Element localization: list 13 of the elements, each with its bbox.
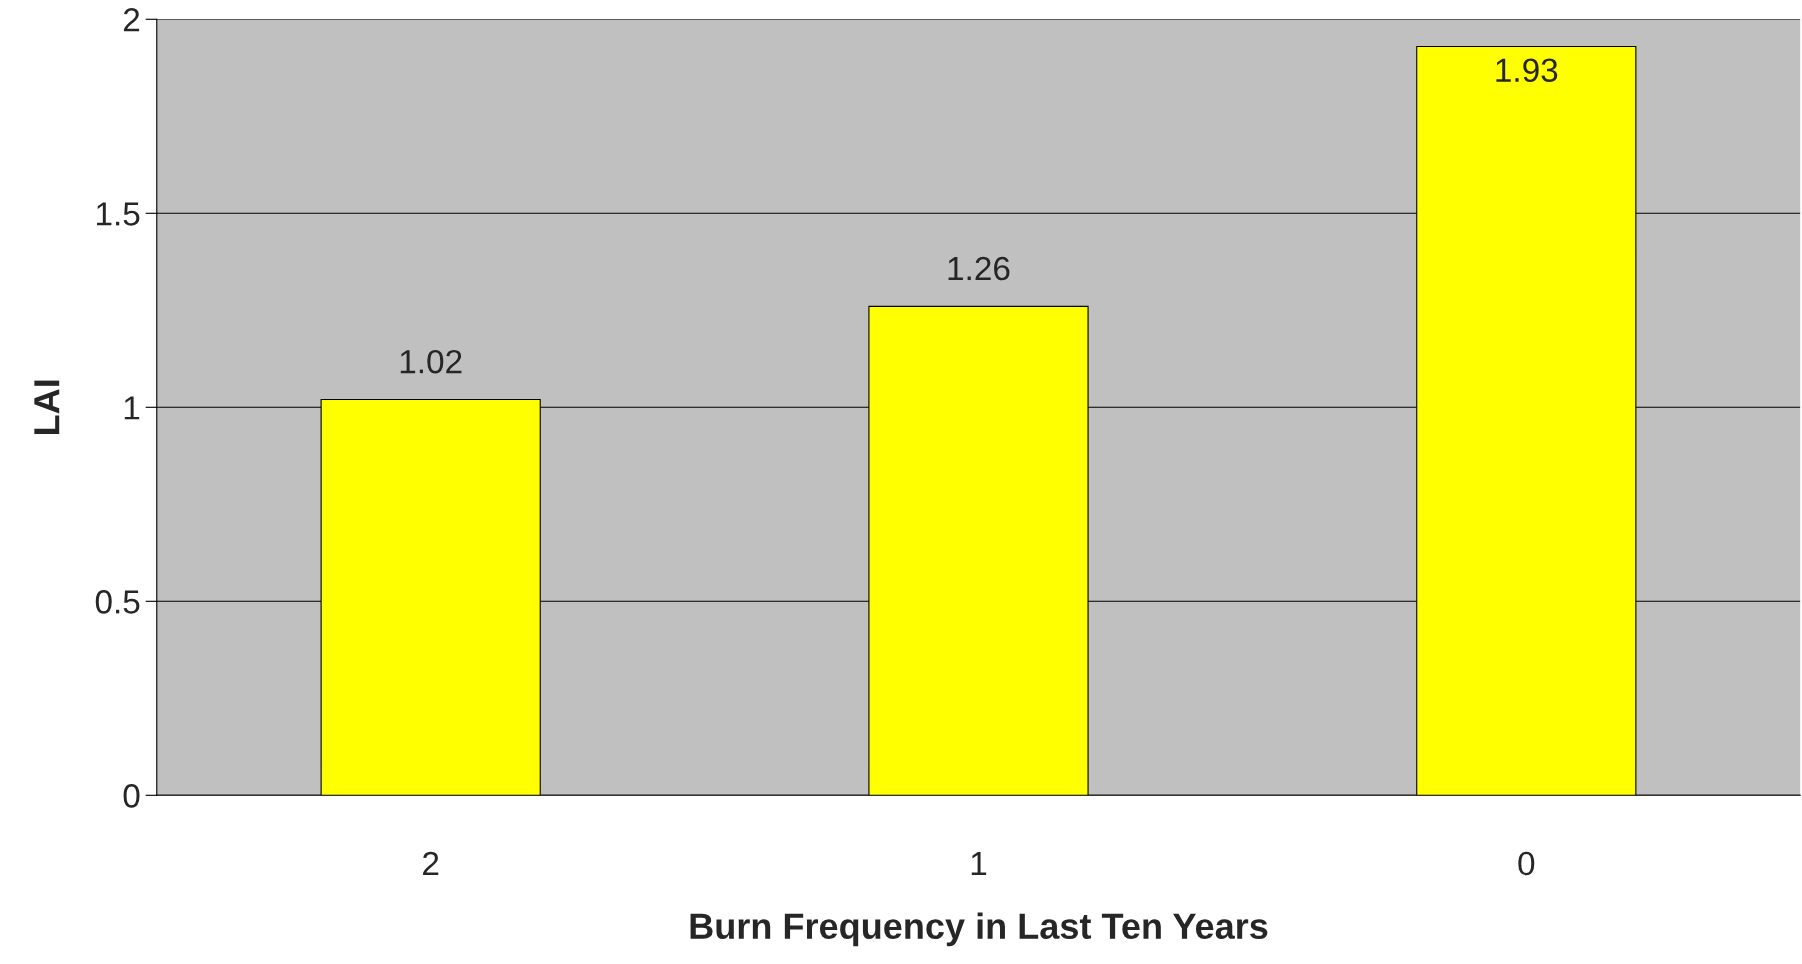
data-label: 1.02 <box>400 349 462 374</box>
x-tick-label: 2 <box>423 851 439 876</box>
y-tick-label: 2 <box>123 8 140 32</box>
y-axis-title: LAI <box>34 380 60 434</box>
x-tick-label: 1 <box>971 852 987 876</box>
data-label: 1.26 <box>948 256 1010 281</box>
x-axis-title: Burn Frequency in Last Ten Years <box>690 912 1268 947</box>
x-tick-label: 0 <box>1518 851 1535 876</box>
y-tick-label: 1.5 <box>97 202 140 226</box>
data-label: 1.93 <box>1496 58 1558 83</box>
y-tick-label: 0.5 <box>95 590 140 614</box>
y-tick-label: 1 <box>124 396 140 420</box>
y-tick-label: 0 <box>123 784 140 808</box>
